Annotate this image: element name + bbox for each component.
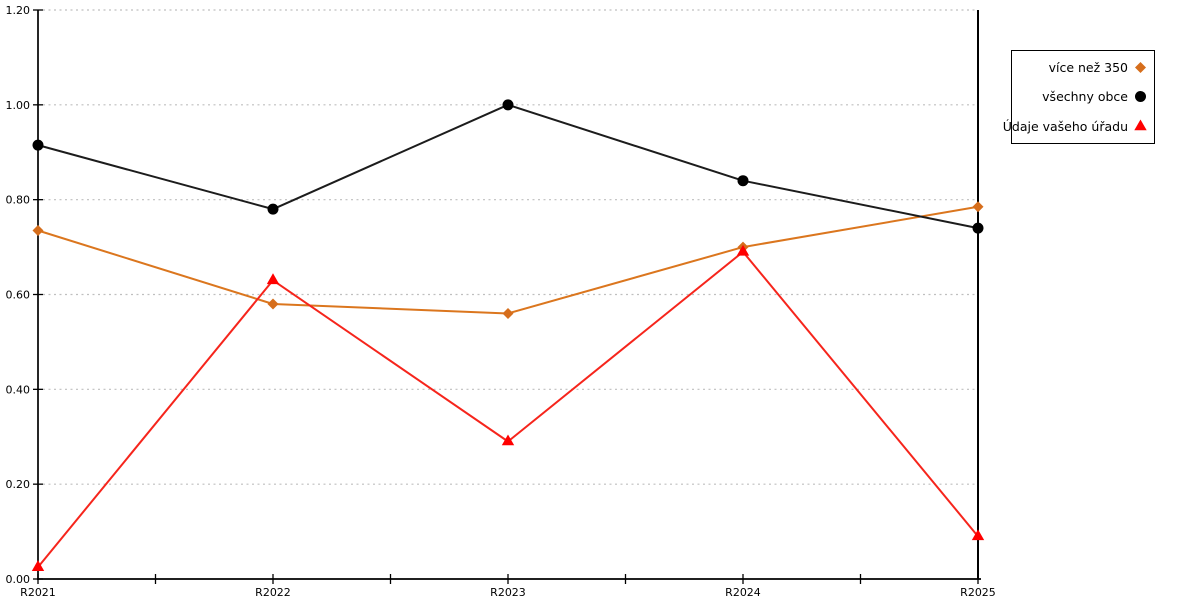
- circle-icon: [1135, 91, 1146, 103]
- diamond-marker: [502, 307, 514, 319]
- circle-marker: [267, 203, 279, 215]
- legend-item-vsechny-obce: všechny obce: [1042, 89, 1148, 104]
- triangle-marker: [266, 273, 280, 285]
- circle-marker: [502, 99, 514, 111]
- diamond-marker: [972, 201, 984, 213]
- diamond-marker: [32, 224, 44, 236]
- legend-label: více než 350: [1048, 60, 1128, 76]
- y-tick-label: 1.20: [6, 4, 31, 17]
- circle-marker: [1135, 91, 1146, 103]
- legend-item-vice-nez-350: více než 350: [1049, 60, 1148, 75]
- series-vice-nez-350: [32, 201, 984, 319]
- x-tick-label: R2023: [490, 586, 526, 599]
- triangle-marker: [31, 560, 45, 571]
- y-tick-label: 1.00: [6, 99, 31, 112]
- y-tick-label: 0.20: [6, 478, 31, 491]
- triangle-marker: [736, 244, 750, 256]
- series-line: [37, 250, 979, 568]
- legend-label: Údaje vašeho úřadu: [1002, 118, 1128, 134]
- triangle-marker: [971, 529, 985, 541]
- circle-marker: [972, 222, 984, 234]
- series-line: [37, 103, 979, 230]
- y-tick-label: 0.80: [6, 194, 31, 207]
- x-tick-label: R2022: [255, 586, 291, 599]
- diamond-icon: [1135, 62, 1146, 74]
- y-tick-label: 0.40: [6, 383, 31, 396]
- x-tick-label: R2021: [20, 586, 56, 599]
- y-tick-label: 0.00: [6, 573, 31, 586]
- x-tick-label: R2025: [960, 586, 996, 599]
- series-line: [37, 205, 979, 315]
- triangle-marker: [1134, 119, 1147, 131]
- circle-marker: [737, 175, 749, 187]
- diamond-marker: [1135, 62, 1146, 74]
- triangle-icon: [1134, 119, 1147, 131]
- triangle-marker: [501, 434, 515, 446]
- legend: více než 350 všechny obce Údaje vašeho ú…: [1003, 50, 1155, 144]
- diamond-marker: [267, 298, 279, 310]
- series-vsechny-obce: [32, 99, 984, 234]
- legend-label: všechny obce: [1042, 89, 1128, 105]
- legend-item-udaje-vaseho-uradu: Údaje vašeho úřadu: [1003, 119, 1148, 134]
- x-tick-label: R2024: [725, 586, 761, 599]
- series-udaje-vaseho-uradu: [31, 244, 985, 571]
- y-tick-label: 0.60: [6, 289, 31, 302]
- circle-marker: [32, 139, 44, 151]
